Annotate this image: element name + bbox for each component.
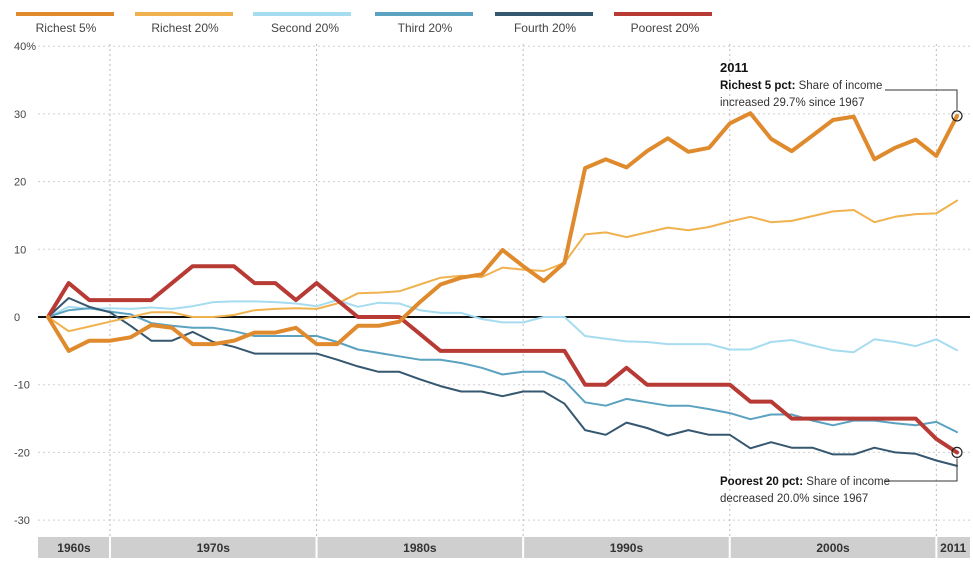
decade-label-5: 2011 — [940, 541, 966, 555]
annotation-top-leader — [885, 89, 958, 110]
y-tick-label-7: -30 — [14, 515, 30, 527]
annotation-bottom-line2: decreased 20.0% since 1967 — [720, 493, 868, 505]
decade-label-4: 2000s — [816, 541, 850, 555]
annotation-bottom-line1: Poorest 20 pct: Share of income — [720, 476, 890, 488]
annotation-bottom-bold: Poorest 20 pct: — [720, 476, 803, 488]
legend-label-5: Poorest 20% — [631, 21, 700, 35]
annotation-year: 2011 — [720, 60, 748, 75]
series-line-3 — [47, 307, 958, 434]
annotation-bottom-marker — [951, 446, 963, 458]
y-axis: 40% 30 20 10 0 -10 -20 -30 — [14, 41, 36, 527]
annotation-top-text1: Share of income — [795, 80, 882, 92]
series-line-1 — [47, 199, 958, 333]
y-tick-label-3: 10 — [14, 244, 26, 256]
y-tick-label-4: 0 — [14, 312, 20, 324]
decade-label-1: 1970s — [197, 541, 231, 555]
annotation-top-marker — [951, 110, 963, 122]
decade-label-0: 1960s — [57, 541, 91, 555]
legend-label-1: Richest 20% — [151, 21, 219, 35]
y-tick-label-5: -10 — [14, 380, 30, 392]
legend-label-0: Richest 5% — [36, 21, 97, 35]
annotation-bottom-text1: Share of income — [803, 476, 890, 488]
y-tick-label-2: 20 — [14, 177, 26, 189]
series-line-5 — [46, 264, 959, 455]
series-line-0 — [46, 111, 959, 353]
decade-bar: 1960s 1970s 1980s 1990s 2000s 2011 — [38, 537, 970, 558]
y-tick-label-1: 30 — [14, 109, 26, 121]
decade-label-3: 1990s — [610, 541, 644, 555]
decade-label-2: 1980s — [403, 541, 437, 555]
series-lines — [46, 111, 959, 467]
series-line-2 — [47, 299, 958, 354]
y-tick-label-6: -20 — [14, 447, 30, 459]
legend: Richest 5% Richest 20% Second 20% Third 20%… — [16, 12, 712, 35]
annotations: 2011 Richest 5 pct: Share of income incr… — [720, 60, 963, 505]
annotation-top-bold: Richest 5 pct: — [720, 80, 795, 92]
decade-bar-bg — [38, 537, 970, 558]
annotation-bottom-leader — [885, 458, 958, 482]
legend-label-4: Fourth 20% — [514, 21, 576, 35]
series-line-4 — [47, 297, 958, 467]
annotation-top-line1: Richest 5 pct: Share of income — [720, 80, 882, 92]
annotation-top-line2: increased 29.7% since 1967 — [720, 97, 865, 109]
y-tick-label-0: 40% — [14, 41, 36, 53]
legend-label-3: Third 20% — [398, 21, 453, 35]
grid — [38, 44, 970, 537]
legend-label-2: Second 20% — [271, 21, 339, 35]
